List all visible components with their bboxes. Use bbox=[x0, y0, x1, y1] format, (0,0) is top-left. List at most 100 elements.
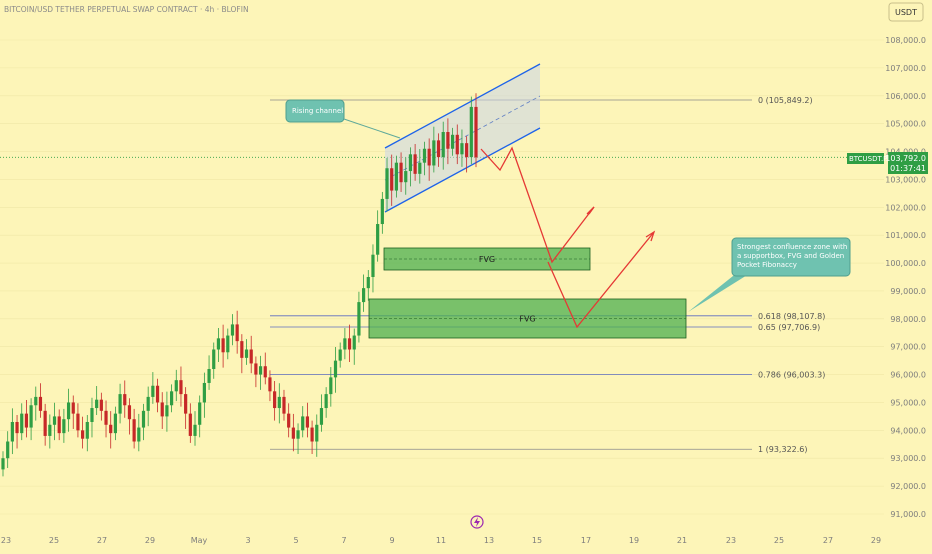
confluence-note-text: a supportbox, FVG and Golden bbox=[737, 252, 844, 260]
candle-body bbox=[95, 399, 99, 409]
rising-channel bbox=[384, 63, 541, 213]
x-tick-label: 29 bbox=[145, 536, 155, 545]
candle-body bbox=[338, 349, 342, 361]
fib-label: 0.65 (97,706.9) bbox=[758, 323, 820, 332]
candle-body bbox=[235, 324, 239, 342]
candle-body bbox=[399, 162, 403, 183]
candle-body bbox=[324, 394, 328, 409]
candle-body bbox=[315, 424, 319, 442]
candle-body bbox=[216, 338, 221, 350]
x-tick-label: 3 bbox=[245, 536, 250, 545]
y-tick-label: 101,000.0 bbox=[885, 231, 926, 240]
x-tick-label: 29 bbox=[871, 536, 881, 545]
candle-body bbox=[465, 143, 469, 158]
y-tick-label: 99,000.0 bbox=[890, 287, 926, 296]
channel-note-text: Rising channel bbox=[292, 107, 343, 115]
time-axis[interactable]: 23 25 27 29 May 3 5 7 9 11 13 15 17 19 21 23 25 27 29 bbox=[1, 536, 881, 545]
candle-body bbox=[474, 106, 478, 158]
candle-body bbox=[20, 413, 24, 434]
candle-body bbox=[146, 396, 150, 411]
y-tick-label: 95,000.0 bbox=[890, 398, 926, 407]
x-tick-label: 27 bbox=[97, 536, 107, 545]
candle-body bbox=[221, 338, 225, 353]
candle-body bbox=[57, 416, 61, 434]
channel-note-pointer bbox=[343, 118, 401, 139]
x-tick-label: May bbox=[191, 536, 208, 545]
y-tick-label: 102,000.0 bbox=[885, 203, 926, 212]
candle-body bbox=[418, 162, 422, 174]
candle-body bbox=[155, 385, 160, 403]
candle-body bbox=[174, 380, 178, 392]
fib-label: 0.786 (96,003.3) bbox=[758, 370, 825, 379]
candle-body bbox=[240, 341, 244, 358]
candle-body bbox=[34, 396, 38, 406]
y-tick-label: 97,000.0 bbox=[890, 343, 926, 352]
projection-paths bbox=[480, 146, 656, 329]
candles bbox=[1, 93, 478, 477]
candle-body bbox=[151, 385, 155, 397]
annotations: Rising channel Strongest confluence zone … bbox=[285, 99, 851, 312]
candle-body bbox=[207, 369, 211, 383]
candle-body bbox=[347, 338, 352, 350]
x-tick-label: 27 bbox=[823, 536, 833, 545]
candle-body bbox=[352, 335, 356, 350]
candle-body bbox=[48, 424, 52, 436]
price-axis[interactable]: 108,000.0107,000.0106,000.0105,000.0104,… bbox=[885, 36, 926, 519]
candle-body bbox=[160, 402, 164, 417]
candle-body bbox=[141, 410, 146, 428]
fvg-label: FVG bbox=[519, 315, 535, 324]
candle-body bbox=[244, 349, 249, 358]
candle-body bbox=[460, 143, 464, 155]
candle-body bbox=[202, 382, 206, 403]
x-tick-label: 7 bbox=[341, 536, 346, 545]
candle-body bbox=[188, 413, 192, 436]
x-tick-label: 13 bbox=[484, 536, 494, 545]
candle-body bbox=[277, 396, 281, 409]
candle-body bbox=[390, 168, 394, 191]
logo-icon[interactable] bbox=[470, 515, 484, 529]
candle-body bbox=[291, 427, 295, 439]
x-tick-label: 23 bbox=[726, 536, 736, 545]
candle-body bbox=[263, 366, 267, 378]
candle-body bbox=[394, 162, 398, 191]
candle-body bbox=[24, 413, 29, 428]
currency-button[interactable]: USDT bbox=[888, 2, 924, 22]
candle-body bbox=[422, 148, 427, 163]
candle-body bbox=[413, 154, 417, 174]
candle-body bbox=[268, 377, 272, 392]
candle-body bbox=[258, 366, 263, 375]
candle-body bbox=[62, 419, 66, 434]
candle-body bbox=[380, 198, 384, 225]
confluence-note-text: Pocket Fibonaccy bbox=[737, 261, 797, 269]
x-tick-label: 25 bbox=[774, 536, 784, 545]
x-tick-label: 5 bbox=[293, 536, 298, 545]
candle-body bbox=[385, 168, 389, 199]
projection-path-1 bbox=[480, 146, 595, 264]
candle-body bbox=[469, 106, 473, 158]
candle-body bbox=[319, 408, 324, 425]
candle-body bbox=[66, 402, 71, 420]
candle-body bbox=[81, 430, 85, 439]
channel-lower bbox=[384, 127, 541, 213]
y-tick-label: 96,000.0 bbox=[890, 371, 926, 380]
y-tick-label: 103,000.0 bbox=[885, 175, 926, 184]
y-tick-label: 106,000.0 bbox=[885, 92, 926, 101]
candle-body bbox=[408, 154, 413, 172]
candle-body bbox=[305, 416, 310, 428]
candle-body bbox=[226, 335, 230, 353]
y-tick-label: 108,000.0 bbox=[885, 36, 926, 45]
y-tick-label: 94,000.0 bbox=[890, 426, 926, 435]
channel-fill bbox=[385, 64, 540, 212]
x-tick-label: 17 bbox=[581, 536, 591, 545]
candle-body bbox=[113, 413, 117, 434]
channel-upper bbox=[384, 63, 541, 149]
candle-body bbox=[362, 288, 366, 303]
y-tick-label: 91,000.0 bbox=[890, 510, 926, 519]
candle-body bbox=[376, 224, 380, 255]
grid bbox=[0, 39, 884, 515]
candle-body bbox=[137, 427, 141, 442]
candle-body bbox=[123, 394, 127, 406]
x-tick-label: 25 bbox=[49, 536, 59, 545]
